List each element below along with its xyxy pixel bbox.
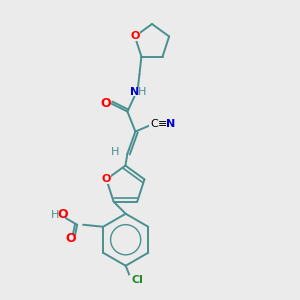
Text: H: H [111, 147, 120, 157]
Text: O: O [100, 97, 111, 110]
Bar [100, 99, 110, 108]
Text: O: O [58, 208, 68, 221]
Bar [129, 275, 147, 284]
Text: H: H [51, 210, 59, 220]
Text: O: O [102, 174, 111, 184]
Bar [128, 87, 146, 96]
Text: O: O [130, 32, 140, 41]
Bar [101, 175, 111, 184]
Text: N: N [166, 118, 175, 129]
Text: O: O [66, 232, 76, 245]
Bar [149, 119, 177, 128]
Bar [43, 210, 65, 219]
Text: H: H [138, 87, 147, 97]
Bar [130, 32, 140, 41]
Bar [64, 234, 74, 243]
Text: C: C [151, 118, 158, 129]
Text: N: N [130, 87, 139, 97]
Bar [110, 147, 120, 156]
Text: Cl: Cl [132, 275, 144, 285]
Text: ≡: ≡ [158, 118, 167, 129]
